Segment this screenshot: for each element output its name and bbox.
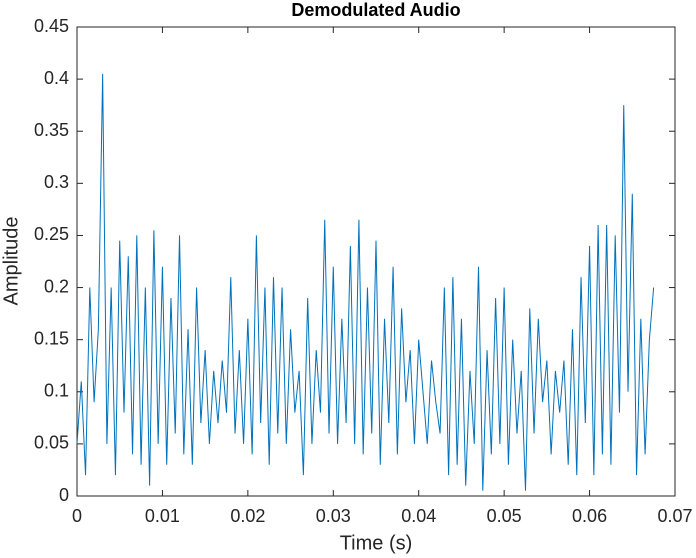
y-tick-label: 0.35	[34, 120, 69, 140]
y-tick-label: 0.1	[44, 381, 69, 401]
x-tick-label: 0	[72, 506, 82, 526]
x-tick-label: 0.03	[316, 506, 351, 526]
signal-line	[76, 73, 655, 491]
x-tick-label: 0.02	[230, 506, 265, 526]
y-tick-label: 0.3	[44, 172, 69, 192]
chart-title: Demodulated Audio	[291, 0, 460, 20]
y-tick-label: 0.05	[34, 433, 69, 453]
x-tick-label: 0.04	[401, 506, 436, 526]
x-tick-label: 0.05	[487, 506, 522, 526]
y-tick-label: 0.25	[34, 224, 69, 244]
x-tick-label: 0.01	[145, 506, 180, 526]
y-tick-label: 0	[59, 485, 69, 505]
x-axis-label: Time (s)	[340, 532, 413, 554]
y-tick-label: 0.15	[34, 328, 69, 348]
x-tick-label: 0.06	[572, 506, 607, 526]
y-tick-label: 0.4	[44, 68, 69, 88]
y-tick-label: 0.2	[44, 276, 69, 296]
y-axis-label: Amplitude	[0, 217, 22, 306]
y-tick-label: 0.45	[34, 16, 69, 36]
x-tick-label: 0.07	[657, 506, 692, 526]
